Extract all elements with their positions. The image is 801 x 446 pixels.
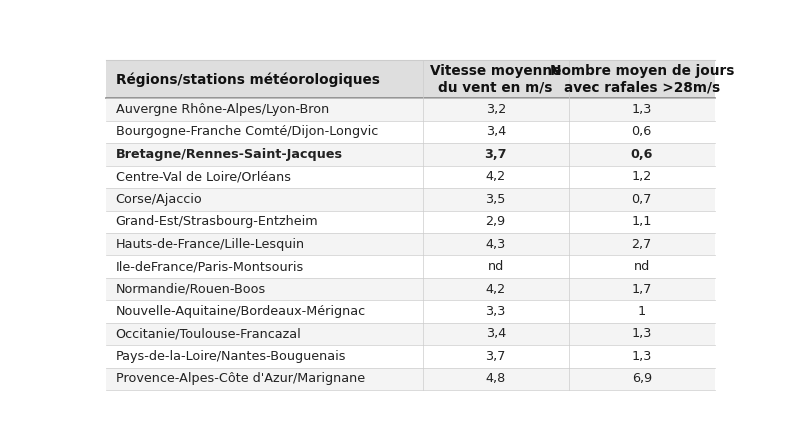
Bar	[107, 143, 714, 165]
Text: 3,5: 3,5	[485, 193, 506, 206]
Text: Normandie/Rouen-Boos: Normandie/Rouen-Boos	[115, 283, 266, 296]
Text: 1,3: 1,3	[631, 327, 652, 340]
Bar	[107, 368, 714, 390]
Text: 4,3: 4,3	[485, 238, 505, 251]
Bar	[107, 60, 423, 98]
Text: Corse/Ajaccio: Corse/Ajaccio	[115, 193, 203, 206]
Bar	[423, 60, 569, 98]
Bar	[107, 121, 714, 143]
Text: 3,2: 3,2	[485, 103, 505, 116]
Text: 3,4: 3,4	[485, 125, 505, 138]
Bar	[107, 188, 714, 211]
Text: 1,2: 1,2	[631, 170, 652, 183]
Bar	[107, 233, 714, 256]
Text: 2,9: 2,9	[485, 215, 505, 228]
Text: 6,9: 6,9	[632, 372, 652, 385]
Text: Bourgogne-Franche Comté/Dijon-Longvic: Bourgogne-Franche Comté/Dijon-Longvic	[115, 125, 378, 138]
Text: 3,4: 3,4	[485, 327, 505, 340]
Text: 3,7: 3,7	[485, 350, 506, 363]
Text: 4,2: 4,2	[485, 283, 505, 296]
Bar	[107, 98, 714, 121]
Bar	[107, 256, 714, 278]
Text: Centre-Val de Loire/Orléans: Centre-Val de Loire/Orléans	[115, 170, 291, 183]
Text: Vitesse moyenne
du vent en m/s: Vitesse moyenne du vent en m/s	[430, 64, 562, 95]
Text: Provence-Alpes-Côte d'Azur/Marignane: Provence-Alpes-Côte d'Azur/Marignane	[115, 372, 364, 385]
Text: nd: nd	[634, 260, 650, 273]
Text: Nouvelle-Aquitaine/Bordeaux-Mérignac: Nouvelle-Aquitaine/Bordeaux-Mérignac	[115, 305, 366, 318]
Bar	[107, 211, 714, 233]
Bar	[569, 60, 714, 98]
Text: 1,3: 1,3	[631, 350, 652, 363]
Text: Grand-Est/Strasbourg-Entzheim: Grand-Est/Strasbourg-Entzheim	[115, 215, 318, 228]
Text: 1: 1	[638, 305, 646, 318]
Text: Hauts-de-France/Lille-Lesquin: Hauts-de-France/Lille-Lesquin	[115, 238, 304, 251]
Text: Ile-deFrance/Paris-Montsouris: Ile-deFrance/Paris-Montsouris	[115, 260, 304, 273]
Text: 0,6: 0,6	[631, 125, 652, 138]
Text: 0,6: 0,6	[630, 148, 653, 161]
Bar	[107, 300, 714, 323]
Text: Nombre moyen de jours
avec rafales >28m/s: Nombre moyen de jours avec rafales >28m/…	[549, 64, 734, 95]
Text: Pays-de-la-Loire/Nantes-Bouguenais: Pays-de-la-Loire/Nantes-Bouguenais	[115, 350, 346, 363]
Text: 4,8: 4,8	[485, 372, 505, 385]
Bar	[107, 278, 714, 300]
Text: 0,7: 0,7	[631, 193, 652, 206]
Text: Régions/stations météorologiques: Régions/stations météorologiques	[115, 72, 380, 87]
Bar	[107, 323, 714, 345]
Text: nd: nd	[488, 260, 504, 273]
Text: 1,7: 1,7	[631, 283, 652, 296]
Text: 1,3: 1,3	[631, 103, 652, 116]
Text: Auvergne Rhône-Alpes/Lyon-Bron: Auvergne Rhône-Alpes/Lyon-Bron	[115, 103, 329, 116]
Text: 2,7: 2,7	[631, 238, 652, 251]
Text: Bretagne/Rennes-Saint-Jacques: Bretagne/Rennes-Saint-Jacques	[115, 148, 343, 161]
Text: 4,2: 4,2	[485, 170, 505, 183]
Text: 1,1: 1,1	[631, 215, 652, 228]
Bar	[107, 345, 714, 368]
Bar	[107, 165, 714, 188]
Text: 3,7: 3,7	[485, 148, 507, 161]
Text: Occitanie/Toulouse-Francazal: Occitanie/Toulouse-Francazal	[115, 327, 301, 340]
Text: 3,3: 3,3	[485, 305, 506, 318]
